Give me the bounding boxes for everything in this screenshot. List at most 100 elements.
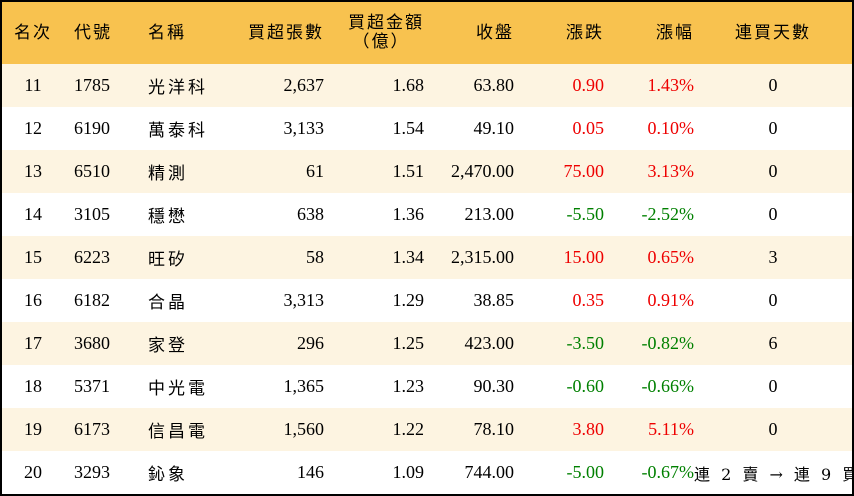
- cell-change-pct: -0.66%: [641, 376, 695, 396]
- table-row: 12 6190 萬泰科 3,133 1.54 49.10 0.05 0.10% …: [2, 107, 852, 150]
- cell-code: 6510: [74, 161, 110, 181]
- header-change-pct: 漲幅: [656, 22, 694, 43]
- cell-change-pct: 0.10%: [647, 118, 695, 138]
- table-row: 11 1785 光洋科 2,637 1.68 63.80 0.90 1.43% …: [2, 64, 852, 107]
- header-net-buy-amount-line1: 買超金額: [348, 13, 424, 33]
- cell-code: 1785: [74, 75, 110, 95]
- cell-change: 3.80: [572, 419, 605, 439]
- cell-close: 38.85: [473, 290, 515, 310]
- cell-rank: 14: [24, 204, 42, 224]
- cell-consecutive-buy-days: 6: [768, 333, 778, 353]
- cell-net-buy-lots: 2,637: [283, 75, 325, 95]
- table-row: 14 3105 穩懋 638 1.36 213.00 -5.50 -2.52% …: [2, 193, 852, 236]
- cell-code: 3293: [74, 462, 110, 482]
- cell-change-pct: 1.43%: [647, 75, 695, 95]
- cell-change: 15.00: [563, 247, 605, 267]
- cell-change: 0.35: [572, 290, 605, 310]
- cell-rank: 13: [24, 161, 42, 181]
- cell-net-buy-lots: 296: [297, 333, 324, 353]
- cell-consecutive-buy-days: 0: [768, 204, 778, 224]
- cell-name: 精測: [148, 164, 188, 184]
- cell-consecutive-buy-days: 0: [768, 161, 778, 181]
- header-close: 收盤: [476, 22, 514, 43]
- header-code: 代號: [74, 22, 112, 43]
- cell-change-pct: 3.13%: [647, 161, 695, 181]
- cell-net-buy-lots: 146: [297, 462, 324, 482]
- cell-name: 穩懋: [148, 207, 188, 227]
- cell-name: 鈊象: [148, 465, 188, 485]
- cell-change-pct: -0.82%: [641, 333, 695, 353]
- cell-net-buy-amount: 1.34: [392, 247, 425, 267]
- cell-consecutive-buy-days: 0: [768, 419, 778, 439]
- cell-change-pct: -2.52%: [641, 204, 695, 224]
- cell-name: 光洋科: [148, 78, 208, 98]
- cell-consecutive-buy-days: 0: [768, 118, 778, 138]
- cell-net-buy-lots: 3,133: [283, 118, 325, 138]
- cell-change: 0.90: [572, 75, 605, 95]
- cell-close: 63.80: [473, 75, 515, 95]
- cell-net-buy-lots: 638: [297, 204, 324, 224]
- cell-change-pct: -0.67%: [641, 462, 695, 482]
- cell-net-buy-lots: 61: [306, 161, 324, 181]
- cell-net-buy-amount: 1.68: [392, 75, 425, 95]
- header-consecutive-buy-days: 連買天數: [735, 22, 811, 43]
- cell-close: 2,470.00: [451, 161, 514, 181]
- cell-rank: 15: [24, 247, 42, 267]
- cell-rank: 20: [24, 462, 42, 482]
- header-change: 漲跌: [566, 22, 604, 43]
- cell-change: 0.05: [572, 118, 605, 138]
- cell-code: 5371: [74, 376, 110, 396]
- cell-name: 中光電: [148, 379, 208, 399]
- table-header-row: 名次 代號 名稱 買超張數 買超金額 （億） 收盤 漲跌 漲幅 連買天數: [2, 2, 852, 64]
- cell-name: 合晶: [148, 293, 188, 313]
- cell-rank: 17: [24, 333, 42, 353]
- cell-net-buy-amount: 1.23: [392, 376, 425, 396]
- cell-net-buy-amount: 1.36: [392, 204, 425, 224]
- cell-rank: 11: [24, 75, 42, 95]
- table-row: 19 6173 信昌電 1,560 1.22 78.10 3.80 5.11% …: [2, 408, 852, 451]
- cell-change-pct: 0.91%: [647, 290, 695, 310]
- table-row: 16 6182 合晶 3,313 1.29 38.85 0.35 0.91% 0: [2, 279, 852, 322]
- table-row: 20 3293 鈊象 146 1.09 744.00 -5.00 -0.67% …: [2, 451, 854, 494]
- header-rank: 名次: [14, 22, 52, 43]
- cell-net-buy-amount: 1.29: [392, 290, 425, 310]
- cell-name: 家登: [148, 336, 188, 356]
- cell-close: 423.00: [464, 333, 515, 353]
- cell-rank: 19: [24, 419, 42, 439]
- cell-code: 6223: [74, 247, 110, 267]
- cell-rank: 18: [24, 376, 42, 396]
- cell-close: 213.00: [464, 204, 515, 224]
- table-row: 15 6223 旺矽 58 1.34 2,315.00 15.00 0.65% …: [2, 236, 852, 279]
- table-row: 18 5371 中光電 1,365 1.23 90.30 -0.60 -0.66…: [2, 365, 852, 408]
- cell-net-buy-amount: 1.25: [392, 333, 425, 353]
- cell-name: 旺矽: [148, 250, 188, 270]
- cell-net-buy-lots: 1,365: [283, 376, 325, 396]
- cell-close: 49.10: [473, 118, 515, 138]
- table-body: 11 1785 光洋科 2,637 1.68 63.80 0.90 1.43% …: [2, 64, 854, 494]
- cell-net-buy-amount: 1.51: [392, 161, 425, 181]
- cell-consecutive-buy-days: 0: [768, 75, 778, 95]
- header-name: 名稱: [148, 22, 186, 43]
- table-row: 17 3680 家登 296 1.25 423.00 -3.50 -0.82% …: [2, 322, 852, 365]
- cell-net-buy-lots: 1,560: [283, 419, 325, 439]
- cell-close: 744.00: [464, 462, 515, 482]
- header-net-buy-lots: 買超張數: [248, 22, 324, 43]
- cell-code: 3105: [74, 204, 110, 224]
- cell-rank: 12: [24, 118, 42, 138]
- cell-net-buy-amount: 1.22: [392, 419, 425, 439]
- table-row: 13 6510 精測 61 1.51 2,470.00 75.00 3.13% …: [2, 150, 852, 193]
- cell-code: 6182: [74, 290, 110, 310]
- cell-name: 萬泰科: [148, 121, 208, 141]
- cell-close: 78.10: [473, 419, 515, 439]
- cell-net-buy-lots: 3,313: [283, 290, 325, 310]
- header-net-buy-amount: 買超金額 （億）: [324, 2, 424, 64]
- header-net-buy-amount-unit: （億）: [352, 32, 410, 52]
- cell-code: 6190: [74, 118, 110, 138]
- cell-change: 75.00: [563, 161, 605, 181]
- cell-close: 2,315.00: [451, 247, 514, 267]
- cell-change: -0.60: [566, 376, 605, 396]
- cell-consecutive-buy-days: 0: [768, 290, 778, 310]
- cell-code: 3680: [74, 333, 110, 353]
